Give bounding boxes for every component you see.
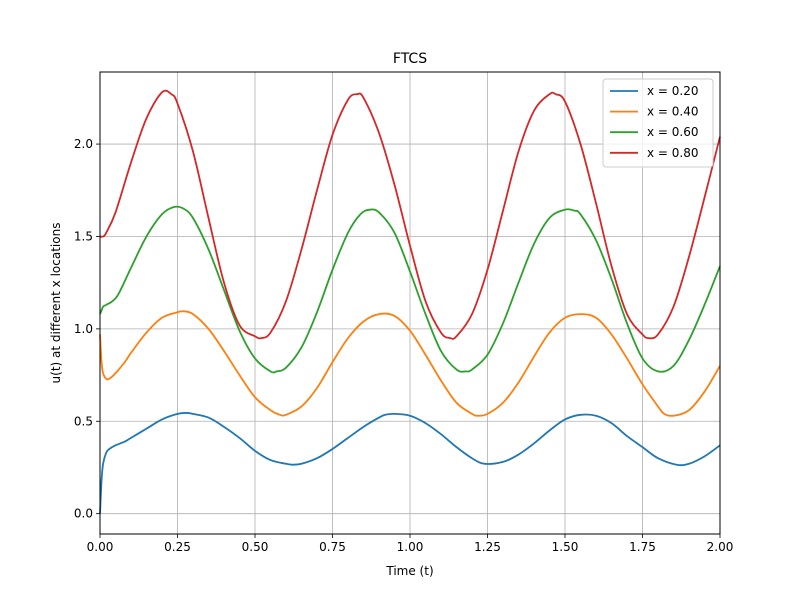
chart-title: FTCS — [393, 51, 427, 67]
legend-label-3: x = 0.60 — [647, 125, 699, 139]
legend-label-2: x = 0.40 — [647, 105, 699, 119]
x-tick-label: 2.00 — [707, 540, 734, 554]
x-tick-label: 1.50 — [552, 540, 579, 554]
legend: x = 0.20 x = 0.40 x = 0.60 x = 0.80 — [602, 78, 714, 168]
series-line-1 — [99, 412, 721, 514]
series-line-4 — [99, 89, 721, 340]
x-tick-label: 0.00 — [87, 540, 114, 554]
y-axis-label: u(t) at different x locations — [49, 223, 63, 384]
x-tick-label: 0.50 — [242, 540, 269, 554]
y-axis: 0.0 0.5 1.0 1.5 2.0 — [74, 137, 100, 521]
legend-label-4: x = 0.80 — [647, 146, 699, 160]
x-tick-label: 0.75 — [319, 540, 346, 554]
y-tick-label: 0.0 — [74, 507, 93, 521]
x-tick-label: 1.25 — [474, 540, 501, 554]
legend-label-1: x = 0.20 — [647, 84, 699, 98]
y-tick-label: 2.0 — [74, 137, 93, 151]
series-lines — [99, 89, 721, 514]
x-tick-label: 0.25 — [164, 540, 191, 554]
x-axis: 0.00 0.25 0.50 0.75 1.00 1.25 1.50 1.75 2.00 — [87, 534, 734, 554]
x-tick-label: 1.75 — [629, 540, 656, 554]
x-axis-label: Time (t) — [385, 564, 433, 578]
y-tick-label: 0.5 — [74, 414, 93, 428]
y-tick-label: 1.0 — [74, 322, 93, 336]
series-line-3 — [99, 205, 721, 374]
legend-box — [602, 78, 714, 168]
y-tick-label: 1.5 — [74, 229, 93, 243]
x-tick-label: 1.00 — [397, 540, 424, 554]
series-line-2 — [99, 310, 721, 417]
